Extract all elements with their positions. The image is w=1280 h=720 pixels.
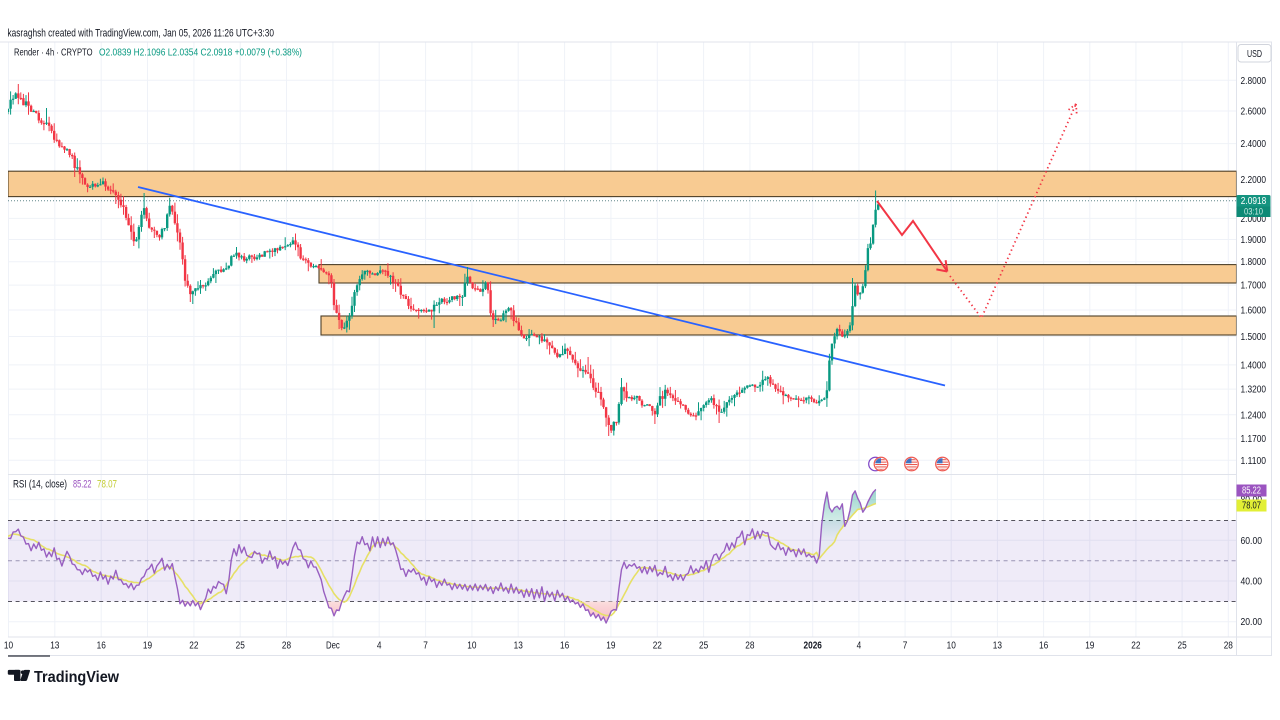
svg-text:19: 19: [143, 641, 153, 652]
svg-text:19: 19: [1085, 641, 1095, 652]
svg-text:2.2000: 2.2000: [1241, 175, 1267, 186]
svg-text:1.1100: 1.1100: [1241, 456, 1267, 467]
svg-text:10: 10: [467, 641, 477, 652]
svg-text:Render · 4h · CRYPTO: Render · 4h · CRYPTO: [14, 48, 93, 59]
svg-text:1.9000: 1.9000: [1241, 235, 1267, 246]
svg-text:2.4000: 2.4000: [1241, 139, 1267, 150]
svg-text:1.6000: 1.6000: [1241, 306, 1267, 317]
svg-text:78.07: 78.07: [97, 479, 117, 491]
svg-text:16: 16: [560, 641, 570, 652]
svg-text:28: 28: [745, 641, 755, 652]
svg-text:13: 13: [514, 641, 524, 652]
svg-text:78.07: 78.07: [1242, 501, 1261, 512]
svg-text:22: 22: [1131, 641, 1141, 652]
svg-text:28: 28: [282, 641, 292, 652]
svg-text:13: 13: [50, 641, 60, 652]
svg-text:2.6000: 2.6000: [1241, 107, 1267, 118]
svg-text:1.8000: 1.8000: [1241, 257, 1267, 268]
svg-text:2.0918: 2.0918: [1241, 196, 1267, 207]
svg-text:USD: USD: [1247, 49, 1262, 60]
svg-text:2.0000: 2.0000: [1241, 214, 1267, 225]
svg-text:20.00: 20.00: [1241, 617, 1263, 628]
svg-text:25: 25: [699, 641, 709, 652]
svg-text:O2.0839 H2.1096 L2.0354 C2.091: O2.0839 H2.1096 L2.0354 C2.0918 +0.0079 …: [99, 48, 302, 59]
svg-text:kasraghsh created with Trading: kasraghsh created with TradingView.com, …: [8, 28, 275, 40]
svg-text:1.5000: 1.5000: [1241, 332, 1267, 343]
svg-text:4: 4: [857, 641, 862, 652]
svg-text:1.2400: 1.2400: [1241, 410, 1267, 421]
svg-text:28: 28: [1224, 641, 1234, 652]
svg-text:7: 7: [903, 641, 908, 652]
svg-text:25: 25: [236, 641, 246, 652]
svg-text:1.3200: 1.3200: [1241, 385, 1267, 396]
svg-text:1.1700: 1.1700: [1241, 434, 1267, 445]
svg-text:Dec: Dec: [326, 641, 340, 652]
svg-text:13: 13: [993, 641, 1003, 652]
svg-text:2.8000: 2.8000: [1241, 76, 1267, 87]
svg-text:4: 4: [377, 641, 382, 652]
svg-text:10: 10: [947, 641, 957, 652]
svg-text:85.22: 85.22: [1242, 486, 1261, 497]
svg-text:22: 22: [189, 641, 199, 652]
svg-text:19: 19: [606, 641, 616, 652]
svg-text:60.00: 60.00: [1241, 536, 1263, 547]
svg-text:40.00: 40.00: [1241, 577, 1263, 588]
svg-text:RSI (14, close): RSI (14, close): [13, 479, 67, 491]
svg-text:22: 22: [653, 641, 663, 652]
svg-text:16: 16: [97, 641, 107, 652]
svg-text:1.4000: 1.4000: [1241, 360, 1267, 371]
svg-text:7: 7: [423, 641, 428, 652]
svg-text:85.22: 85.22: [73, 479, 92, 491]
svg-text:16: 16: [1039, 641, 1049, 652]
svg-text:TradingView: TradingView: [34, 669, 120, 686]
svg-text:03:10: 03:10: [1244, 207, 1263, 217]
svg-text:2026: 2026: [804, 641, 823, 652]
svg-text:25: 25: [1178, 641, 1188, 652]
svg-text:10: 10: [4, 641, 14, 652]
svg-text:1.7000: 1.7000: [1241, 281, 1267, 292]
